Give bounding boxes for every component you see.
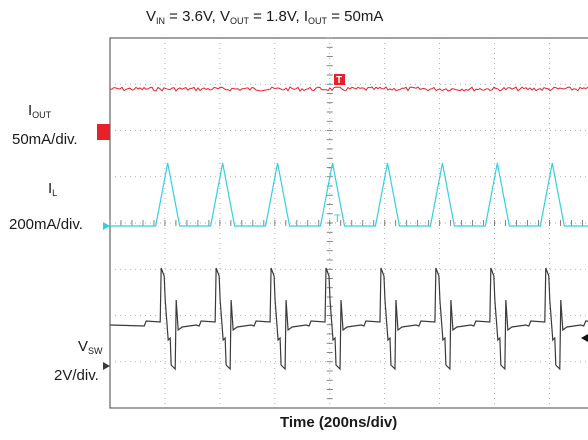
chart-title: VIN = 3.6V, VOUT = 1.8V, IOUT = 50mA bbox=[146, 8, 384, 26]
series-scale-vsw: 2V/div. bbox=[54, 367, 99, 384]
series-name-il: IL bbox=[48, 180, 58, 198]
channel-marker-iout bbox=[97, 124, 110, 140]
series-line-il bbox=[110, 162, 588, 227]
series-scale-iout: 50mA/div. bbox=[12, 131, 78, 148]
x-axis-label: Time (200ns/div) bbox=[280, 414, 398, 431]
trigger-marker-il: T bbox=[334, 213, 341, 225]
channel-marker-il bbox=[103, 222, 110, 230]
channel-marker-vsw bbox=[103, 362, 110, 370]
series-scale-il: 200mA/div. bbox=[9, 216, 83, 233]
series-name-vsw: VSW bbox=[78, 338, 103, 356]
trigger-marker-iout bbox=[334, 74, 345, 85]
offset-marker-right bbox=[581, 334, 588, 342]
series-line-iout bbox=[109, 86, 588, 92]
trigger-marker-iout-label: T bbox=[336, 75, 342, 86]
series-line-vsw bbox=[109, 267, 588, 371]
series-name-iout: IOUT bbox=[28, 102, 52, 120]
